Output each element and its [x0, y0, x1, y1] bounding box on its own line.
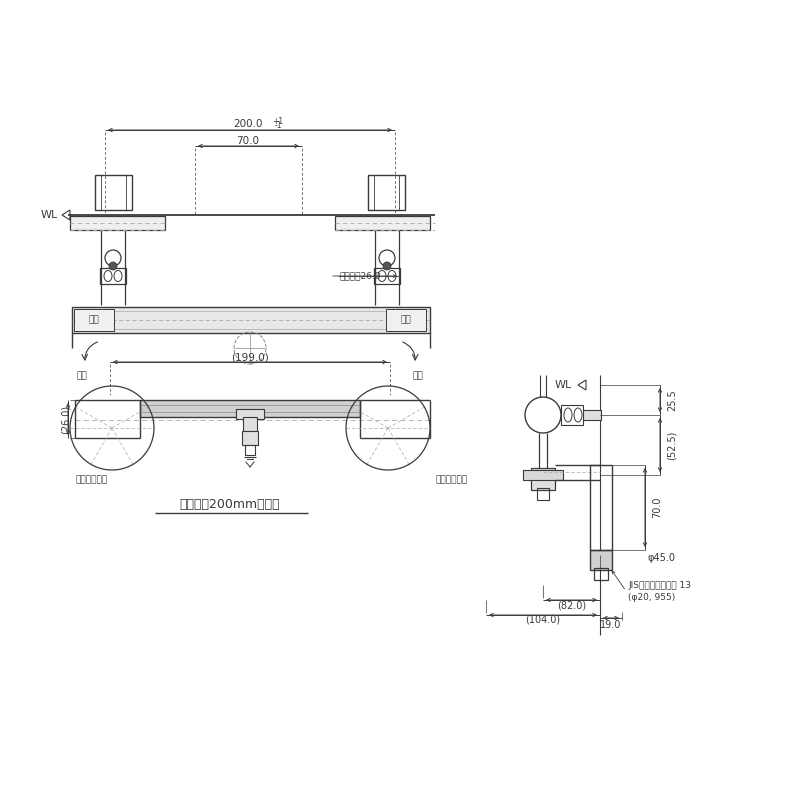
Text: JIS給水管等付ねじ 13: JIS給水管等付ねじ 13 [628, 581, 691, 590]
Circle shape [109, 262, 117, 270]
Text: (82.0): (82.0) [557, 600, 586, 610]
Bar [368, 175, 405, 210]
Text: 大角対辺26.0: 大角対辺26.0 [340, 271, 382, 281]
Bar [386, 309, 426, 331]
Bar [95, 175, 132, 210]
Text: 吐水: 吐水 [77, 371, 87, 381]
Text: +1: +1 [273, 118, 283, 126]
Bar [72, 307, 430, 333]
Bar [374, 268, 400, 284]
Text: (52.5): (52.5) [667, 430, 677, 460]
Bar [74, 309, 114, 331]
Text: WL: WL [41, 210, 58, 220]
Text: φ45.0: φ45.0 [647, 553, 675, 563]
Bar [594, 568, 608, 580]
Text: 取付芯々200mmの場合: 取付芯々200mmの場合 [180, 498, 280, 511]
Bar [583, 410, 601, 420]
Text: 上水: 上水 [89, 315, 99, 325]
Bar [523, 470, 563, 480]
Text: 200.0: 200.0 [234, 119, 262, 129]
Bar [537, 488, 549, 500]
Text: 25.5: 25.5 [667, 389, 677, 411]
Bar [335, 216, 430, 230]
Bar [243, 417, 257, 431]
Bar [590, 550, 612, 570]
Bar [140, 400, 360, 417]
Circle shape [383, 262, 391, 270]
Text: 70.0: 70.0 [237, 136, 259, 146]
Bar [236, 409, 264, 419]
Text: (104.0): (104.0) [526, 615, 561, 625]
Bar [242, 431, 258, 445]
Bar [245, 445, 255, 455]
Text: 水栓ハンドル: 水栓ハンドル [435, 475, 467, 485]
Text: 温水ハンドル: 温水ハンドル [75, 475, 107, 485]
Bar [70, 216, 165, 230]
Bar [531, 468, 555, 490]
Bar [100, 268, 126, 284]
Bar [561, 405, 583, 425]
Text: -1: -1 [274, 122, 282, 130]
Text: 70.0: 70.0 [652, 497, 662, 518]
Text: 19.0: 19.0 [600, 620, 622, 630]
Text: 吐水: 吐水 [413, 371, 423, 381]
Text: WL: WL [554, 380, 572, 390]
Text: (φ20, 955): (φ20, 955) [628, 593, 675, 602]
Text: (199.0): (199.0) [231, 352, 269, 362]
Text: 上水: 上水 [401, 315, 411, 325]
Text: (26.0): (26.0) [61, 405, 71, 434]
